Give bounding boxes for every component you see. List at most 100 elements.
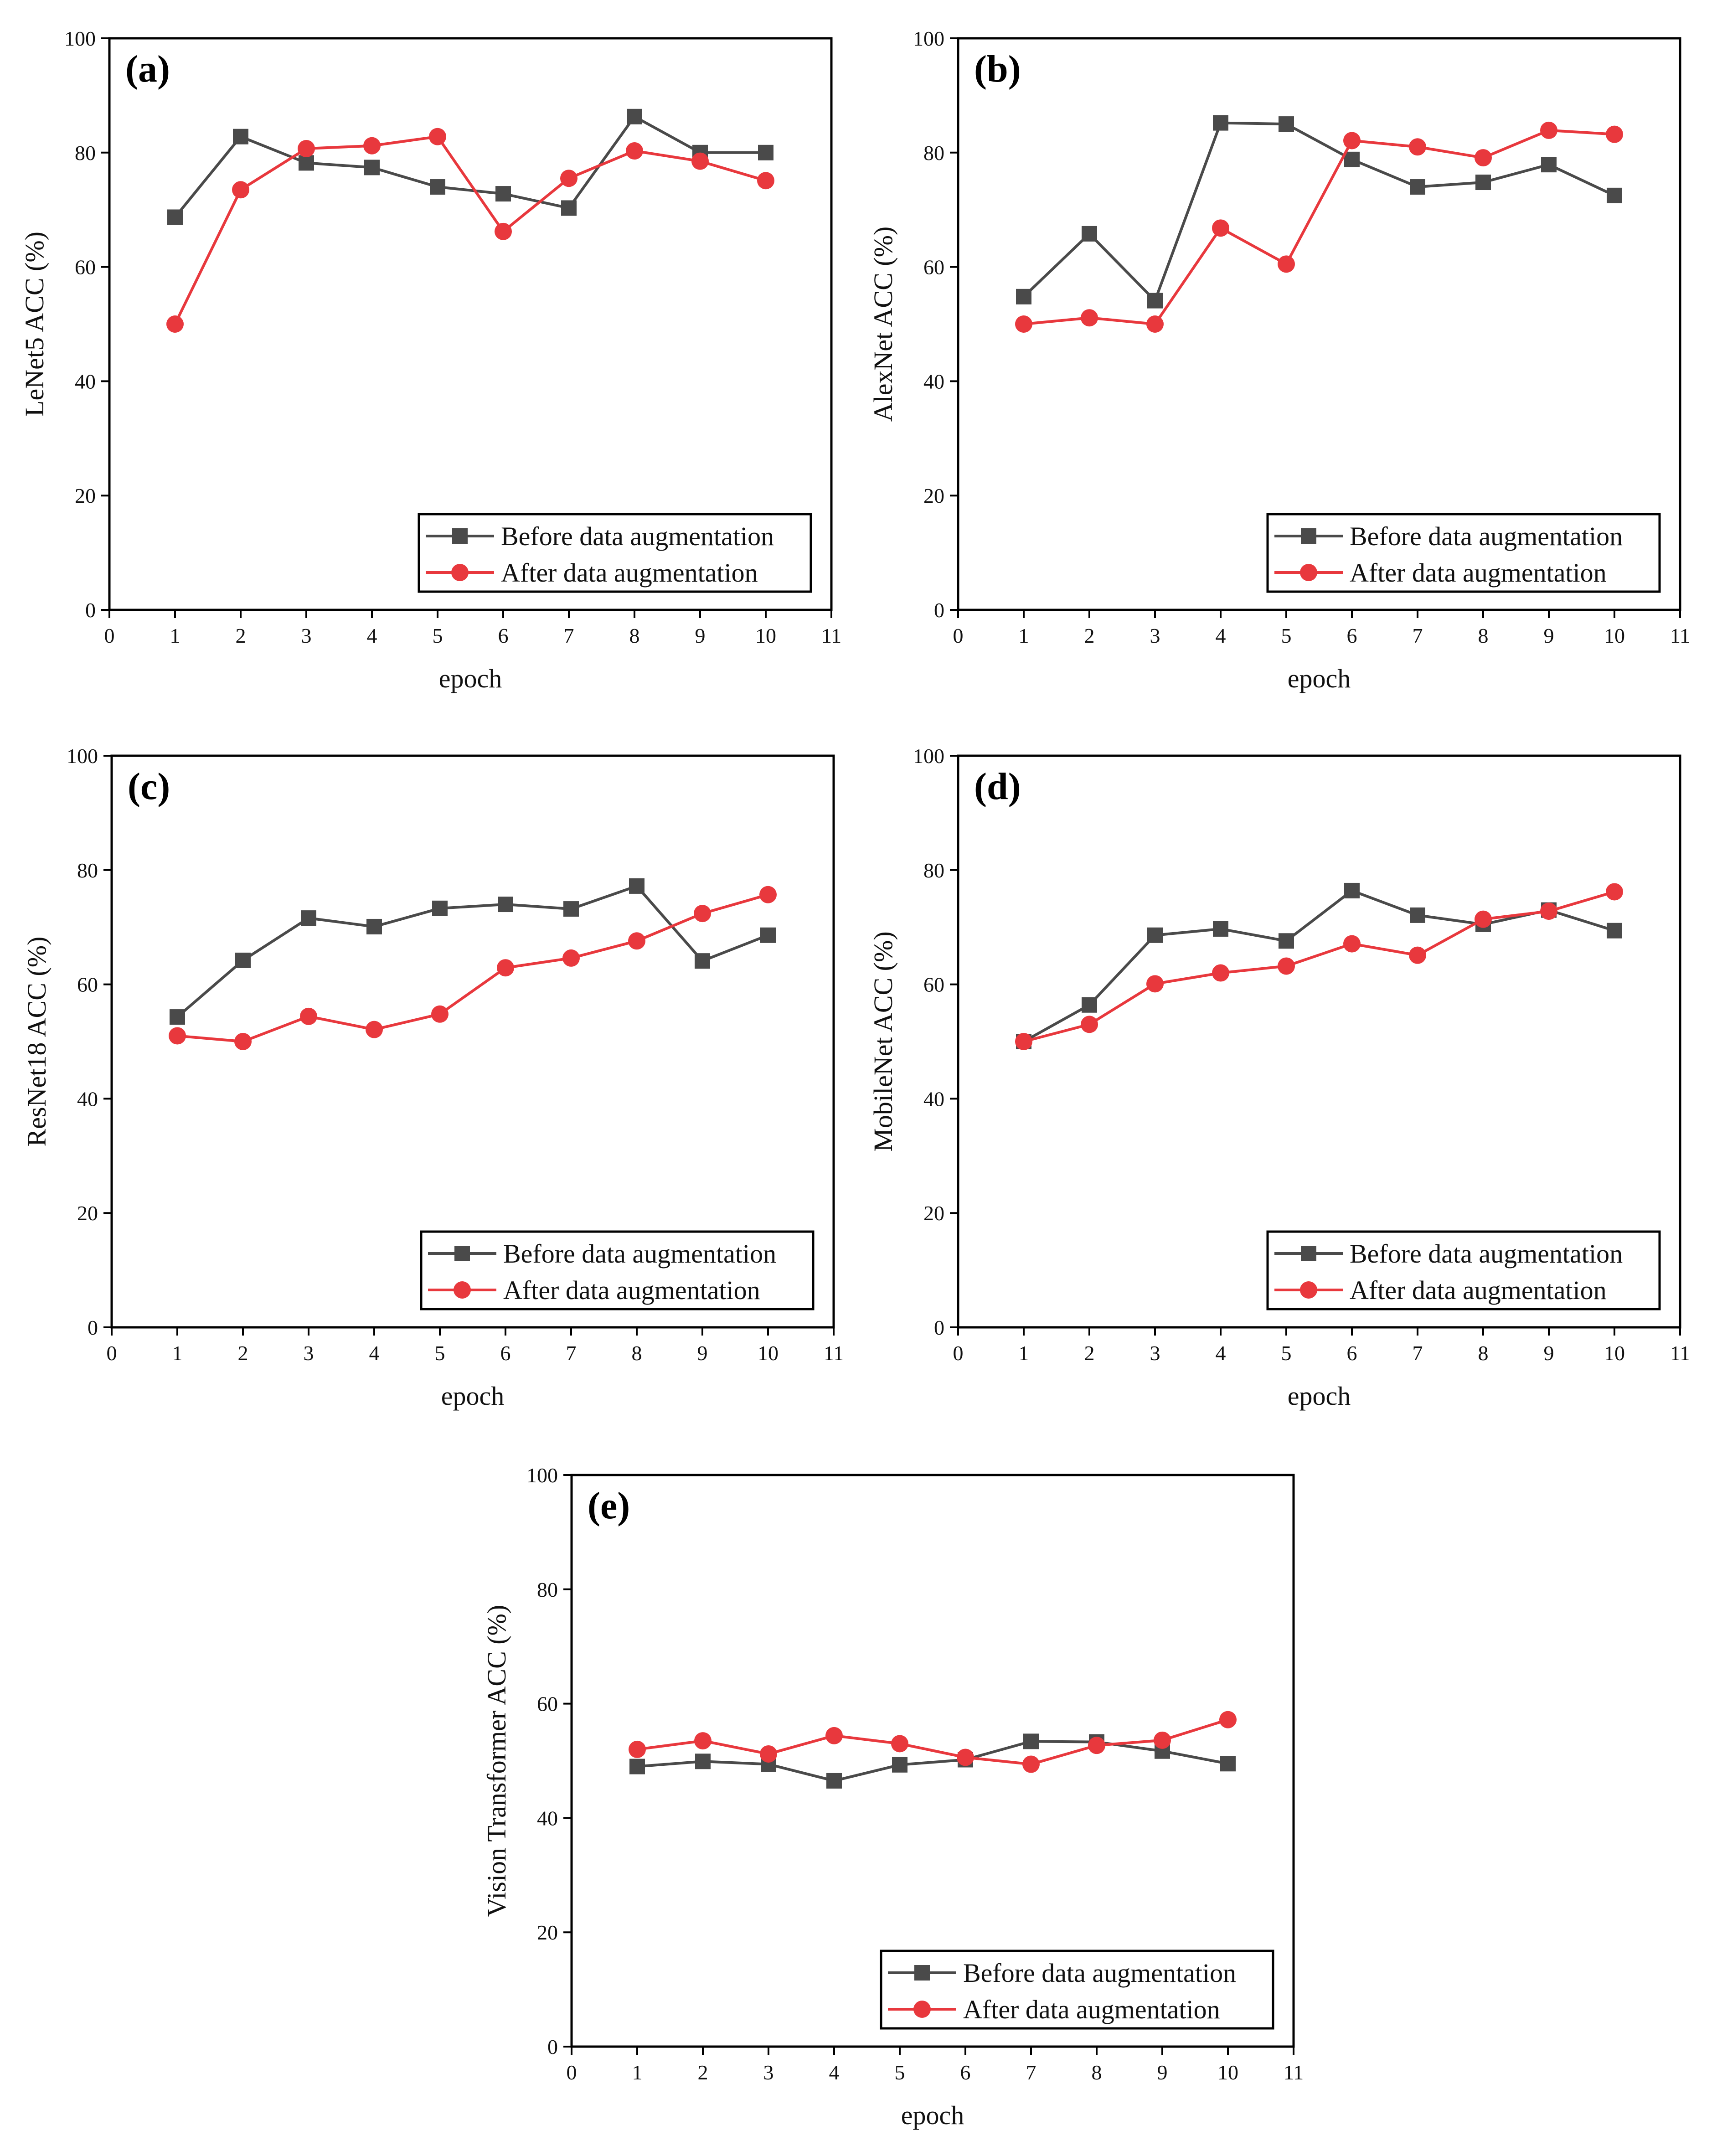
y-tick-label: 20 [537,1921,558,1944]
data-point-before [1082,226,1097,242]
x-tick-label: 1 [632,2061,643,2084]
data-point-after [495,222,512,240]
x-tick-label: 4 [1216,624,1226,647]
x-tick-label: 5 [895,2061,905,2084]
legend: Before data augmentation After data augme… [1266,513,1661,593]
x-tick-label: 5 [433,624,443,647]
data-point-before [1607,923,1622,939]
data-point-before [760,927,776,943]
data-point-before [1023,1733,1039,1749]
data-point-after [169,1027,186,1045]
chart-panel-5: 0 1 2 3 4 5 6 7 8 9 10 11 0 20 40 60 80 100 epoch Vision Tr… [482,1464,1304,2130]
data-point-before [1475,175,1491,191]
data-point-after [1343,935,1361,953]
data-point-before [1213,921,1228,937]
data-point-after [1015,315,1032,333]
data-point-after [891,1735,908,1753]
y-tick-label: 80 [537,1578,558,1601]
y-axis-title: ResNet18 ACC (%) [22,937,52,1147]
legend-label-before: Before data augmentation [963,1958,1236,1988]
x-tick-label: 2 [698,2061,708,2084]
legend-box [880,1950,1274,2030]
data-point-before [432,900,448,916]
data-point-after [363,137,381,155]
data-point-before [301,910,316,926]
series-line-before [1023,889,1615,1043]
data-point-after [825,1727,843,1744]
data-point-before [826,1773,842,1789]
plot-frame [110,754,835,1329]
x-tick-label: 1 [172,1341,183,1365]
y-tick-label: 20 [77,1202,98,1225]
data-point-after [1606,125,1623,143]
chart-panel-2: 0 1 2 3 4 5 6 7 8 9 10 11 0 20 40 60 80 100 epoch AlexNet A… [868,27,1690,693]
series-line-after [637,1718,1228,1766]
data-point-before [695,1754,711,1769]
series-line-after [1023,129,1615,325]
x-tick-label: 11 [824,1341,844,1365]
plot-frame [108,37,833,611]
x-tick-label: 10 [1604,624,1625,647]
data-point-after [1540,903,1557,920]
panel-label: (a) [125,48,170,90]
legend: Before data augmentation After data augme… [1266,1230,1661,1310]
x-tick-label: 3 [301,624,312,647]
data-point-after [1475,149,1492,167]
x-tick-label: 3 [304,1341,314,1365]
data-point-after [957,1749,974,1766]
x-tick-label: 9 [695,624,706,647]
legend-label-before: Before data augmentation [1350,1239,1623,1269]
data-point-before [1344,882,1360,898]
y-tick-label: 60 [923,973,944,996]
x-tick-label: 11 [1670,1341,1690,1365]
data-point-before [563,901,579,917]
y-tick-label: 0 [85,598,96,622]
x-tick-label: 2 [1084,624,1095,647]
data-point-after [1409,138,1426,156]
x-tick-label: 6 [1347,1341,1357,1365]
x-tick-label: 3 [763,2061,774,2084]
data-point-after [1146,975,1164,993]
x-tick-label: 6 [1347,624,1357,647]
data-point-after [1154,1731,1171,1749]
series-line-before [1022,121,1615,302]
series-line-before [176,884,769,1018]
y-tick-label: 100 [526,1464,558,1487]
x-axis-title: epoch [1288,664,1351,693]
data-point-after [694,905,711,923]
data-point-before [629,1759,645,1774]
data-point-before [364,160,380,175]
legend-label-after: After data augmentation [963,1995,1220,2024]
legend-marker-after [454,1281,471,1299]
data-point-after [1212,219,1229,237]
data-point-after [757,172,774,190]
y-axis-title: AlexNet ACC (%) [868,227,898,422]
x-axis-title: epoch [441,1381,505,1411]
x-tick-label: 8 [1478,1341,1489,1365]
x-tick-label: 3 [1150,1341,1160,1365]
y-tick-label: 0 [547,2035,558,2058]
x-tick-label: 0 [567,2061,577,2084]
legend-label-after: After data augmentation [503,1275,760,1305]
x-tick-label: 9 [1157,2061,1168,2084]
legend-label-after: After data augmentation [1350,558,1607,588]
panel-label: (e) [588,1485,630,1527]
x-tick-label: 9 [697,1341,708,1365]
data-point-after [298,140,315,158]
y-tick-label: 60 [77,973,98,996]
data-point-after [1015,1033,1032,1050]
y-tick-label: 60 [537,1692,558,1716]
y-tick-label: 60 [923,256,944,279]
legend-label-after: After data augmentation [501,558,758,588]
data-point-before [1541,157,1557,173]
data-point-after [497,959,514,977]
data-point-before [1082,997,1097,1013]
data-point-before [1607,187,1622,203]
x-tick-label: 7 [1413,624,1423,647]
series-line-before [174,115,766,218]
x-tick-label: 8 [1478,624,1489,647]
data-point-after [759,886,777,903]
x-tick-label: 4 [367,624,377,647]
data-point-before [1279,933,1294,949]
y-tick-label: 80 [77,859,98,882]
